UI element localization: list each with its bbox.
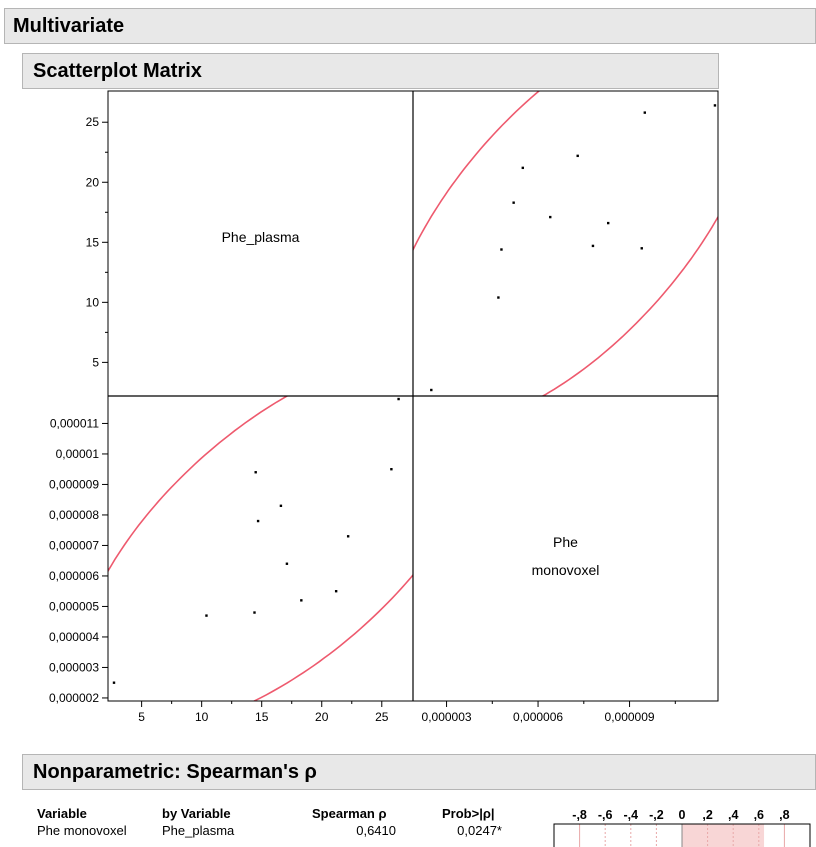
- data-point: [430, 388, 433, 392]
- y-tick-label-plasma: 5: [92, 355, 99, 369]
- spearman-header[interactable]: Nonparametric: Spearman's ρ: [22, 754, 816, 790]
- data-point: [640, 247, 643, 250]
- data-point: [397, 397, 400, 401]
- bar-scale-label: ,6: [754, 808, 764, 822]
- bar-scale-label: 0: [679, 808, 686, 822]
- data-point: [512, 201, 515, 204]
- data-point: [279, 504, 283, 507]
- density-ellipse: [413, 91, 718, 396]
- data-point: [112, 681, 116, 684]
- data-point: [643, 111, 646, 114]
- row-variable: Phe monovoxel: [37, 823, 127, 838]
- data-point: [576, 154, 579, 158]
- y-tick-label-monovoxel: 0,000008: [49, 508, 99, 522]
- data-point: [607, 221, 610, 225]
- row-by-variable: Phe_plasma: [162, 823, 235, 838]
- x-tick-label-monovoxel: 0,000009: [605, 710, 655, 724]
- x-tick-label-plasma: 20: [315, 710, 329, 724]
- data-point: [713, 104, 717, 107]
- ellipse-group-lower-left: [108, 396, 413, 701]
- y-tick-label-plasma: 15: [86, 235, 100, 249]
- ellipse-group-upper-right: [413, 91, 718, 396]
- correlation-bar: [682, 824, 765, 847]
- y-tick-label-monovoxel: 0,000002: [49, 691, 99, 705]
- bar-scale-label: ,4: [728, 808, 738, 822]
- bar-scale-label: ,8: [779, 808, 789, 822]
- row-spearman-rho: 0,6410: [356, 823, 396, 838]
- bar-scale-label: -,8: [572, 808, 587, 822]
- data-point: [591, 244, 595, 248]
- y-tick-label-monovoxel: 0,000007: [49, 538, 99, 552]
- bar-scale-label: ,2: [702, 808, 712, 822]
- diagonal-label-phe-monovoxel: monovoxel: [532, 562, 600, 578]
- data-point: [346, 535, 350, 538]
- data-point: [285, 562, 289, 565]
- scatterplot-matrix-header[interactable]: Scatterplot Matrix: [22, 53, 719, 89]
- data-point: [253, 611, 256, 614]
- y-tick-label-monovoxel: 0,000005: [49, 599, 99, 613]
- col-variable-header: Variable: [37, 806, 87, 821]
- data-point: [300, 599, 303, 602]
- x-tick-label-monovoxel: 0,000006: [513, 710, 563, 724]
- bar-scale-label: -,6: [598, 808, 613, 822]
- scatterplot-matrix: Phe_plasma Phe monovoxel 5 10 15 20 25 0,000002 0…: [49, 90, 719, 724]
- y-tick-label-plasma: 10: [86, 295, 100, 309]
- data-point: [205, 614, 208, 617]
- data-point: [254, 471, 257, 474]
- col-prob-header: Prob>|ρ|: [442, 806, 495, 821]
- bar-scale-label: -,2: [649, 808, 664, 822]
- x-tick-label-plasma: 5: [138, 710, 145, 724]
- spearman-table: Variable by Variable Spearman ρ Prob>|ρ|…: [0, 806, 816, 847]
- data-point: [256, 519, 260, 523]
- x-tick-label-plasma: 10: [195, 710, 209, 724]
- correlation-bar-chart: -,8 -,6 -,4 -,2 0 ,2 ,4 ,6 ,8: [553, 808, 811, 847]
- x-tick-label-plasma: 25: [375, 710, 389, 724]
- data-point: [549, 215, 552, 219]
- row-prob: 0,0247*: [457, 823, 502, 838]
- x-tick-label-monovoxel: 0,000003: [422, 710, 472, 724]
- density-ellipse: [108, 396, 413, 701]
- y-tick-label-plasma: 20: [86, 175, 100, 189]
- data-point: [497, 296, 500, 299]
- x-tick-label-plasma: 15: [255, 710, 269, 724]
- col-spearman-rho-header: Spearman ρ: [312, 806, 387, 821]
- diagonal-label-phe-plasma: Phe_plasma: [222, 229, 300, 245]
- diagonal-label-phe-monovoxel: Phe: [553, 534, 578, 550]
- col-by-variable-header: by Variable: [162, 806, 231, 821]
- bar-scale-label: -,4: [624, 808, 639, 822]
- bar-frame: [553, 823, 811, 847]
- y-tick-label-monovoxel: 0,00001: [56, 447, 100, 461]
- data-point: [390, 468, 393, 471]
- y-tick-label-plasma: 25: [86, 115, 100, 129]
- data-point: [334, 590, 338, 593]
- multivariate-header[interactable]: Multivariate: [4, 8, 816, 44]
- y-tick-label-monovoxel: 0,000011: [50, 416, 99, 430]
- y-tick-label-monovoxel: 0,000003: [49, 660, 99, 674]
- y-tick-label-monovoxel: 0,000009: [49, 477, 99, 491]
- data-point: [521, 166, 524, 170]
- y-tick-label-monovoxel: 0,000004: [49, 630, 99, 644]
- data-point: [500, 248, 503, 251]
- y-tick-label-monovoxel: 0,000006: [49, 569, 99, 583]
